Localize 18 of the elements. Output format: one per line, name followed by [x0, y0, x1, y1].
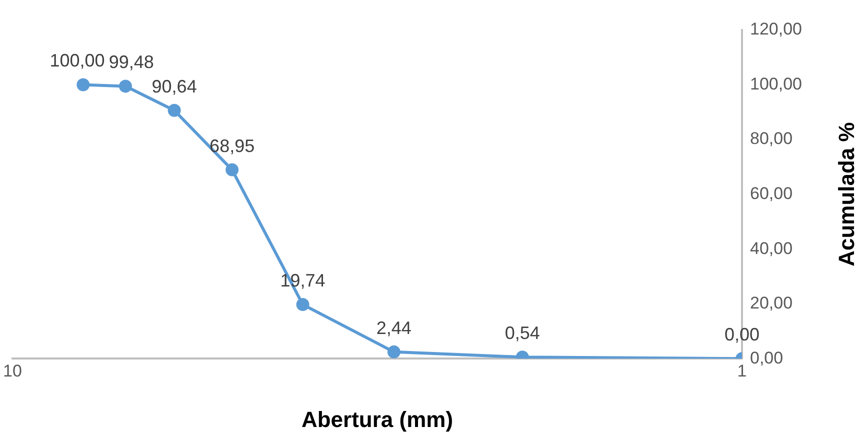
x-tick-label: 10: [2, 361, 22, 380]
data-label: 2,44: [376, 318, 412, 338]
data-label: 0,00: [724, 324, 760, 345]
y-tick-label: 100,00: [750, 74, 802, 94]
data-label: 68,95: [210, 136, 255, 156]
y-axis-title: Acumulada %: [834, 122, 860, 266]
y-tick-label: 20,00: [750, 294, 793, 313]
y-tick-label: 60,00: [750, 184, 793, 203]
y-tick-label: 120,00: [750, 20, 802, 39]
x-tick-label: 1: [737, 361, 747, 380]
data-label: 0,54: [504, 323, 540, 344]
y-tick-label: 80,00: [750, 129, 793, 148]
data-label: 100,00: [50, 50, 105, 71]
data-label: 99,48: [108, 52, 154, 72]
x-axis-title: Abertura (mm): [301, 407, 454, 432]
data-label: 90,64: [152, 76, 197, 96]
y-tick-label: 0,00: [750, 348, 784, 368]
y-tick-label: 40,00: [750, 238, 793, 258]
